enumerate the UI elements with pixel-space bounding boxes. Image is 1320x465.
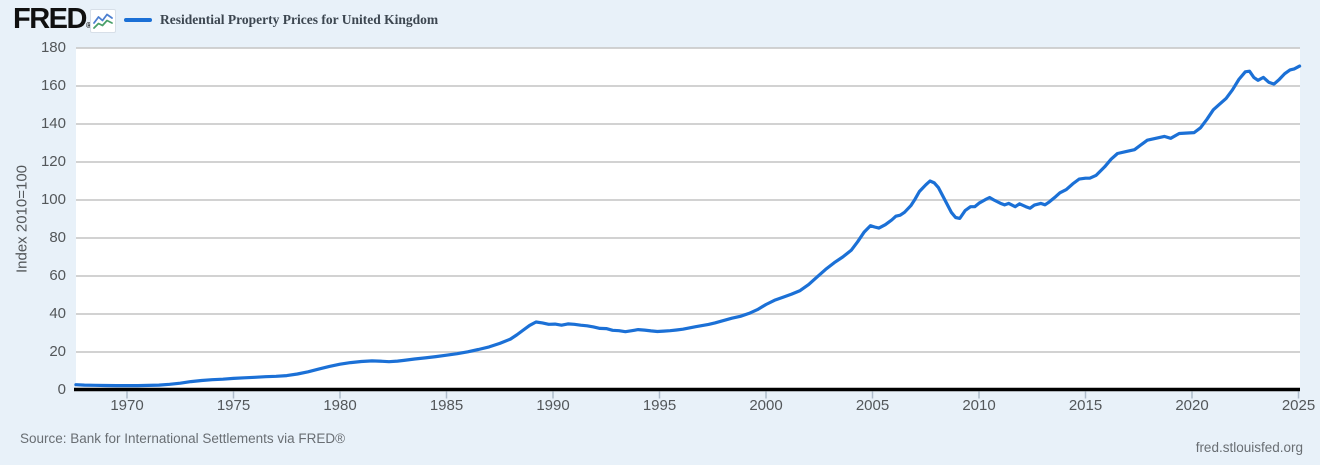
legend-line-swatch bbox=[124, 18, 152, 22]
y-axis-label: 140 bbox=[40, 115, 66, 132]
plot-area bbox=[76, 48, 1300, 390]
fred-graph-icon bbox=[90, 9, 116, 33]
site-note: fred.stlouisfed.org bbox=[1195, 440, 1303, 455]
y-axis-title: Index 2010=100 bbox=[13, 164, 31, 274]
x-axis-label: 1970 bbox=[110, 397, 144, 414]
y-axis-label: 20 bbox=[49, 343, 66, 360]
x-axis-label: 1990 bbox=[536, 397, 570, 414]
x-axis-label: 1980 bbox=[323, 397, 357, 414]
x-axis-label: 2025 bbox=[1281, 397, 1316, 414]
x-axis-label: 2000 bbox=[749, 397, 783, 414]
y-axis-label: 180 bbox=[40, 39, 66, 56]
y-axis-label: 100 bbox=[40, 191, 66, 208]
y-axis-label: 40 bbox=[49, 305, 66, 322]
legend-label: Residential Property Prices for United K… bbox=[160, 12, 439, 27]
legend: Residential Property Prices for United K… bbox=[124, 8, 438, 32]
x-axis-label: 2020 bbox=[1175, 397, 1209, 414]
source-note: Source: Bank for International Settlemen… bbox=[20, 431, 346, 446]
x-axis-label: 2005 bbox=[855, 397, 890, 414]
y-axis-label: 160 bbox=[40, 77, 66, 94]
registered-mark: ® bbox=[85, 21, 92, 30]
fred-logo: FRED® bbox=[13, 3, 92, 35]
x-axis-label: 1985 bbox=[429, 397, 464, 414]
data-line bbox=[74, 64, 1302, 388]
x-axis-label: 2010 bbox=[962, 397, 996, 414]
y-axis-label: 0 bbox=[57, 381, 66, 398]
x-axis-label: 1995 bbox=[642, 397, 677, 414]
x-axis-label: 1975 bbox=[216, 397, 251, 414]
x-axis-label: 2015 bbox=[1068, 397, 1103, 414]
y-axis-label: 60 bbox=[49, 267, 66, 284]
y-axis-label: 120 bbox=[40, 153, 66, 170]
y-axis-label: 80 bbox=[49, 229, 66, 246]
